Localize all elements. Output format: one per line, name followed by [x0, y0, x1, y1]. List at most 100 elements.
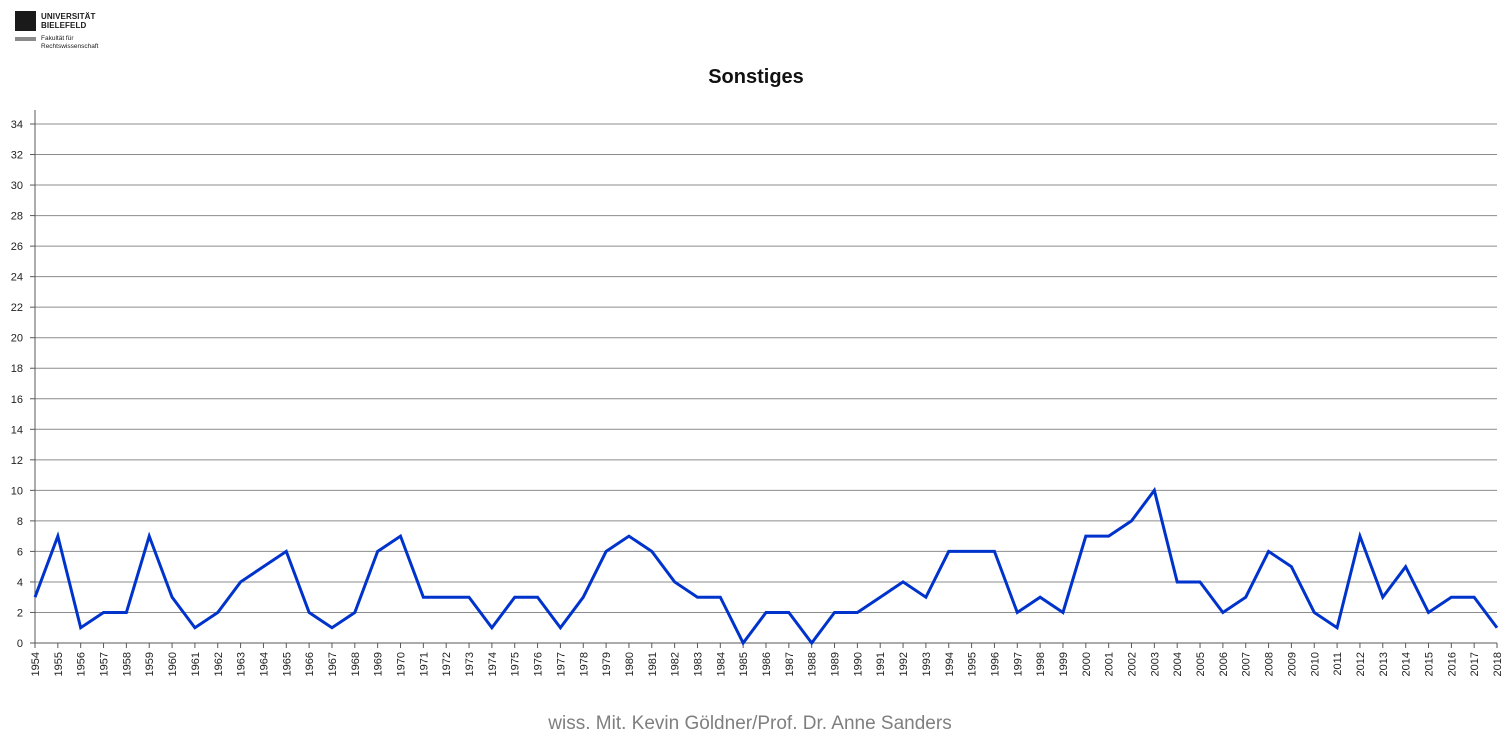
data-point	[445, 596, 448, 599]
x-tick-label: 2009	[1286, 652, 1298, 676]
x-tick-label: 1961	[190, 652, 202, 676]
y-tick-label: 22	[11, 302, 23, 314]
data-point	[239, 580, 242, 583]
y-tick-label: 10	[11, 485, 23, 497]
data-point	[79, 626, 82, 629]
y-tick-label: 6	[17, 546, 23, 558]
y-tick-label: 18	[11, 363, 23, 375]
x-tick-label: 2013	[1378, 652, 1390, 676]
data-point	[1176, 580, 1179, 583]
logo-name-line2: BIELEFELD	[41, 21, 87, 30]
y-tick-label: 14	[11, 424, 23, 436]
x-tick-label: 2005	[1195, 652, 1207, 676]
x-tick-label: 2000	[1081, 652, 1093, 676]
data-point	[1313, 611, 1316, 614]
data-point	[148, 535, 151, 538]
data-point	[262, 565, 265, 568]
x-tick-label: 1998	[1035, 652, 1047, 676]
x-tick-label: 1997	[1012, 652, 1024, 676]
logo-university-name: UNIVERSITÄT BIELEFELD	[41, 12, 95, 30]
x-tick-label: 1968	[350, 652, 362, 676]
x-tick-label: 1956	[76, 652, 88, 676]
data-point	[308, 611, 311, 614]
data-point	[605, 550, 608, 553]
x-tick-label: 2002	[1127, 652, 1139, 676]
data-point	[1290, 565, 1293, 568]
x-tick-label: 1990	[852, 652, 864, 676]
y-tick-label: 8	[17, 516, 23, 528]
x-tick-label: 2011	[1332, 652, 1344, 676]
x-tick-label: 1987	[784, 652, 796, 676]
data-point	[399, 535, 402, 538]
data-point	[216, 611, 219, 614]
data-point	[513, 596, 516, 599]
data-point	[719, 596, 722, 599]
x-tick-label: 1954	[30, 652, 42, 676]
data-point	[490, 626, 493, 629]
x-tick-label: 2004	[1172, 652, 1184, 676]
x-tick-label: 1999	[1058, 652, 1070, 676]
x-tick-label: 1955	[53, 652, 65, 676]
data-point	[1427, 611, 1430, 614]
x-tick-label: 2016	[1446, 652, 1458, 676]
logo-faculty-line1: Fakultät für	[41, 35, 74, 42]
x-tick-label: 1976	[533, 652, 545, 676]
data-point	[422, 596, 425, 599]
series-line	[33, 486, 1499, 646]
data-point	[1336, 626, 1339, 629]
data-point	[627, 535, 630, 538]
x-tick-label: 2008	[1264, 652, 1276, 676]
y-tick-label: 16	[11, 394, 23, 406]
data-point	[1267, 550, 1270, 553]
data-point	[924, 596, 927, 599]
data-point	[330, 626, 333, 629]
data-point	[1016, 611, 1019, 614]
x-tick-label: 1974	[487, 652, 499, 676]
data-point	[1107, 535, 1110, 538]
data-point	[787, 611, 790, 614]
data-point	[1199, 580, 1202, 583]
x-tick-label: 1971	[418, 652, 430, 676]
data-point	[1381, 596, 1384, 599]
data-point	[376, 550, 379, 553]
x-tick-label: 1989	[830, 652, 842, 676]
data-point	[559, 626, 562, 629]
x-tick-label: 2015	[1423, 652, 1435, 676]
x-tick-label: 1973	[464, 652, 476, 676]
data-point	[1153, 489, 1156, 492]
data-point	[1450, 596, 1453, 599]
data-point	[1496, 626, 1499, 629]
x-tick-label: 2012	[1355, 652, 1367, 676]
y-tick-label: 30	[11, 180, 23, 192]
x-tick-label: 1988	[807, 652, 819, 676]
y-tick-label: 32	[11, 150, 23, 162]
chart-title: Sonstiges	[708, 66, 804, 88]
x-tick-label: 1959	[144, 652, 156, 676]
x-tick-label: 2017	[1469, 652, 1481, 676]
y-tick-label: 26	[11, 241, 23, 253]
x-tick-label: 1986	[761, 652, 773, 676]
data-point	[1039, 596, 1042, 599]
data-point	[833, 611, 836, 614]
x-tick-label: 2006	[1218, 652, 1230, 676]
data-point	[285, 550, 288, 553]
footer-credit: wiss. Mit. Kevin Göldner/Prof. Dr. Anne …	[548, 713, 952, 734]
x-tick-label: 1982	[670, 652, 682, 676]
x-tick-label: 2010	[1309, 652, 1321, 676]
data-point	[673, 580, 676, 583]
y-tick-label: 0	[17, 638, 23, 650]
data-point	[102, 611, 105, 614]
x-tick-label: 2018	[1492, 652, 1504, 676]
y-tick-label: 2	[17, 607, 23, 619]
x-tick-label: 1964	[258, 652, 270, 676]
data-point	[993, 550, 996, 553]
data-point	[1130, 519, 1133, 522]
logo-faculty-name: Fakultät für Rechtswissenschaft	[41, 35, 98, 51]
x-tick-label: 2001	[1104, 652, 1116, 676]
x-tick-label: 1975	[510, 652, 522, 676]
x-tick-label: 1958	[121, 652, 133, 676]
data-point	[193, 626, 196, 629]
x-tick-label: 1957	[99, 652, 111, 676]
data-point	[582, 596, 585, 599]
x-tick-label: 1981	[647, 652, 659, 676]
